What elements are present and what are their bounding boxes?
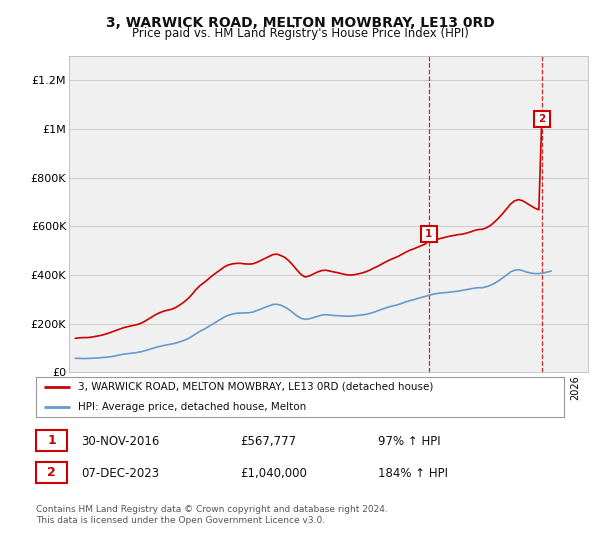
Text: 3, WARWICK ROAD, MELTON MOWBRAY, LE13 0RD (detached house): 3, WARWICK ROAD, MELTON MOWBRAY, LE13 0R… [78, 382, 434, 392]
Text: 97% ↑ HPI: 97% ↑ HPI [378, 435, 440, 448]
Text: £1,040,000: £1,040,000 [240, 466, 307, 480]
Text: 2: 2 [47, 466, 56, 479]
Text: £567,777: £567,777 [240, 435, 296, 448]
Text: 1: 1 [425, 229, 433, 239]
Text: 3, WARWICK ROAD, MELTON MOWBRAY, LE13 0RD: 3, WARWICK ROAD, MELTON MOWBRAY, LE13 0R… [106, 16, 494, 30]
Text: Price paid vs. HM Land Registry's House Price Index (HPI): Price paid vs. HM Land Registry's House … [131, 27, 469, 40]
Text: 2: 2 [538, 114, 545, 124]
Text: 1: 1 [47, 434, 56, 447]
Text: 184% ↑ HPI: 184% ↑ HPI [378, 466, 448, 480]
Text: 30-NOV-2016: 30-NOV-2016 [81, 435, 160, 448]
Text: HPI: Average price, detached house, Melton: HPI: Average price, detached house, Melt… [78, 402, 307, 412]
Text: 07-DEC-2023: 07-DEC-2023 [81, 466, 159, 480]
Text: Contains HM Land Registry data © Crown copyright and database right 2024.
This d: Contains HM Land Registry data © Crown c… [36, 505, 388, 525]
